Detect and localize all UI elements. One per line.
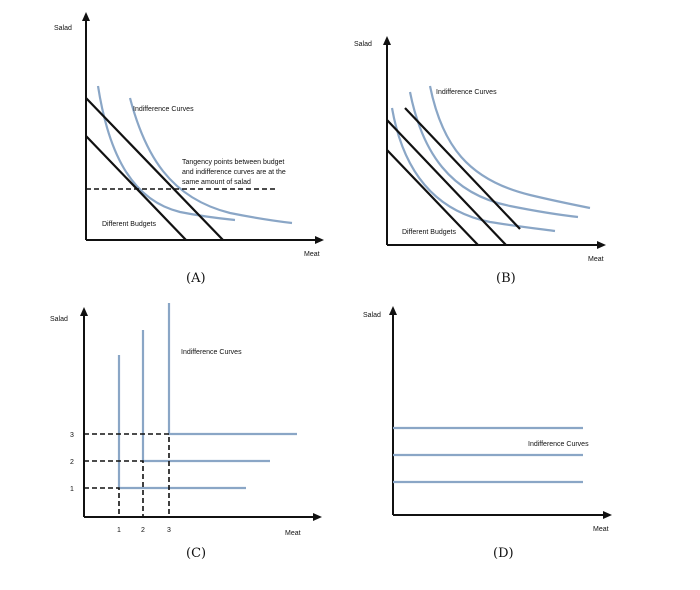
tangency-note-line-3: same amount of salad: [182, 179, 251, 186]
indifference-curve-1: [117, 355, 246, 490]
indifference-curves-label: Indifference Curves: [436, 89, 497, 96]
indifference-curve-2: [408, 91, 579, 219]
tangency-note-line-1: Tangency points between budget: [182, 159, 284, 166]
x-axis-label: Meat: [285, 530, 301, 537]
x-tick-3: 3: [167, 527, 171, 534]
indifference-curve-1: [96, 85, 236, 222]
y-tick-1: 1: [70, 486, 74, 493]
indifference-curves-label: Indifference Curves: [528, 441, 589, 448]
y-axis-arrowhead: [389, 306, 397, 315]
panel-caption: (C): [186, 546, 206, 561]
panel-d: Salad Meat Indifference Curves (D): [363, 306, 612, 561]
x-tick-1: 1: [117, 527, 121, 534]
indifference-curve-1: [390, 107, 556, 233]
panel-caption: (B): [496, 271, 516, 286]
x-axis-arrowhead: [603, 511, 612, 519]
indifference-curve-2: [128, 97, 293, 225]
y-axis-label: Salad: [50, 316, 68, 323]
budget-line-1: [386, 149, 479, 246]
x-axis-arrowhead: [315, 236, 324, 244]
budget-line-1: [85, 135, 187, 241]
panel-b: Salad Meat Indifference Curves Different…: [354, 36, 606, 286]
panel-caption: (D): [493, 546, 514, 561]
budget-line-2: [85, 97, 224, 241]
x-axis-label: Meat: [593, 526, 609, 533]
budget-line-3: [404, 107, 521, 230]
guide-dashed-3: [84, 433, 170, 517]
y-axis-label: Salad: [363, 312, 381, 319]
indifference-curves-label: Indifference Curves: [133, 106, 194, 113]
panel-c: Salad Meat Indifference Curves 1 2 3 1 2…: [50, 303, 322, 561]
tangency-note-line-2: and indifference curves are at the: [182, 169, 286, 176]
x-axis-label: Meat: [588, 256, 604, 263]
x-axis-arrowhead: [597, 241, 606, 249]
budget-line-2: [386, 119, 507, 246]
x-axis-arrowhead: [313, 513, 322, 521]
guide-dashed-1: [84, 487, 120, 517]
x-axis-label: Meat: [304, 251, 320, 258]
guide-dashed-2: [84, 460, 144, 517]
y-tick-3: 3: [70, 432, 74, 439]
y-axis-arrowhead: [82, 12, 90, 21]
indifference-curve-3: [428, 85, 591, 210]
different-budgets-label: Different Budgets: [102, 221, 156, 228]
panel-caption: (A): [186, 271, 206, 286]
different-budgets-label: Different Budgets: [402, 229, 456, 236]
y-axis-label: Salad: [354, 41, 372, 48]
indifference-curves-label: Indifference Curves: [181, 349, 242, 356]
y-axis-label: Salad: [54, 25, 72, 32]
panel-a: Salad Meat Indifference Curves Tangency …: [54, 12, 324, 286]
indifference-curve-3: [167, 303, 297, 436]
y-axis-arrowhead: [80, 307, 88, 316]
y-axis-arrowhead: [383, 36, 391, 45]
x-tick-2: 2: [141, 527, 145, 534]
y-tick-2: 2: [70, 459, 74, 466]
